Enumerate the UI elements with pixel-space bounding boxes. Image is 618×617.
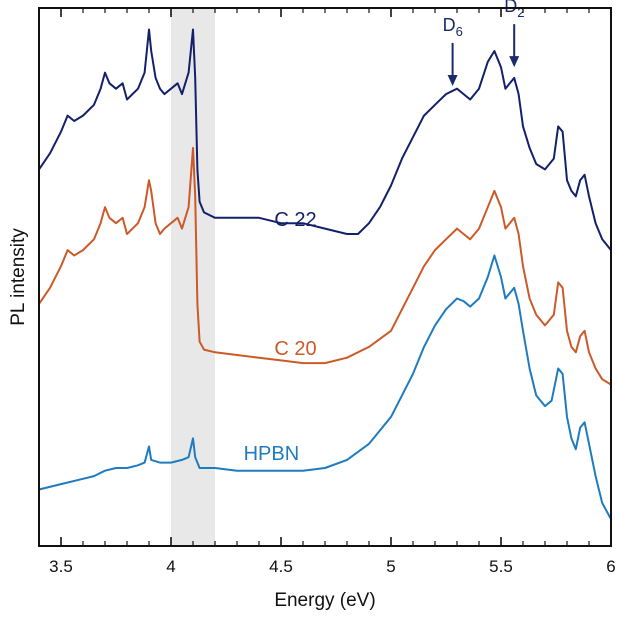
x-tick-label: 4.5 <box>269 557 293 576</box>
x-tick-label: 5.5 <box>489 557 513 576</box>
annotation-arrowhead-1 <box>509 56 520 68</box>
series-line-1 <box>38 146 612 386</box>
y-axis-label: PL intensity <box>8 228 29 326</box>
x-tick-label: 5 <box>386 557 395 576</box>
shaded-region <box>171 8 215 546</box>
x-tick-label: 4 <box>166 557 175 576</box>
series-label-0: C 22 <box>274 209 316 231</box>
annotation-arrowhead-0 <box>447 75 458 87</box>
x-tick-label: 6 <box>606 557 615 576</box>
x-axis-label: Energy (eV) <box>274 590 375 611</box>
series-line-0 <box>38 28 612 252</box>
annotation-label-0: D6 <box>443 15 463 39</box>
series-line-2 <box>38 254 612 521</box>
series-label-2: HPBN <box>244 443 300 465</box>
annotation-label-1: D2 <box>504 0 524 20</box>
x-tick-label: 3.5 <box>49 557 73 576</box>
series-label-1: C 20 <box>274 338 316 360</box>
